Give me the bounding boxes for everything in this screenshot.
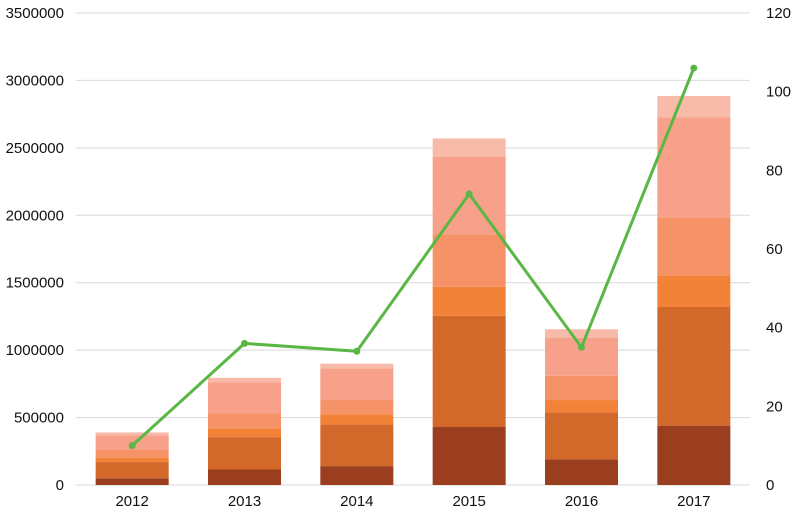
bar-segment-2017-6 xyxy=(657,95,731,118)
right-axis-tick-label: 120 xyxy=(766,5,791,22)
bar-segment-2013-4 xyxy=(207,413,282,429)
grid-lines xyxy=(76,12,750,486)
left-axis-tick-label: 500000 xyxy=(14,410,64,427)
line-point-2015 xyxy=(465,190,473,198)
line-point-2016 xyxy=(578,343,585,351)
bar-segment-2017-3 xyxy=(657,275,731,307)
bar-segment-2017-4 xyxy=(657,217,731,276)
x-axis-tick-label: 2013 xyxy=(228,493,261,510)
left-axis-tick-label: 2500000 xyxy=(6,140,64,157)
right-axis-tick-label: 0 xyxy=(766,477,774,494)
x-axis-tick-label: 2012 xyxy=(115,493,148,510)
right-axis-tick-label: 60 xyxy=(766,241,783,258)
bar-segment-2017-1 xyxy=(657,425,731,485)
bar-segment-2017-5 xyxy=(657,117,731,218)
left-axis-tick-label: 1000000 xyxy=(6,342,64,359)
bar-segment-2012-1 xyxy=(95,478,169,485)
bar-segment-2014-4 xyxy=(320,399,394,415)
left-axis-tick-label: 0 xyxy=(56,477,64,494)
bar-segment-2014-1 xyxy=(320,466,394,485)
bar-segment-2013-6 xyxy=(207,377,282,383)
line-point-2017 xyxy=(690,64,698,72)
left-axis-tick-label: 1500000 xyxy=(6,275,64,292)
right-axis-tick-label: 80 xyxy=(766,162,783,179)
left-axis-tick-label: 3000000 xyxy=(6,72,64,89)
line-point-2012 xyxy=(128,442,136,450)
bar-segment-2016-2 xyxy=(544,412,619,460)
bar-segment-2015-3 xyxy=(432,286,506,316)
x-axis-tick-label: 2016 xyxy=(565,493,598,510)
bar-segment-2014-3 xyxy=(320,414,394,425)
bar-segment-2015-1 xyxy=(432,427,506,485)
right-axis-tick-label: 20 xyxy=(766,398,783,415)
bar-segment-2013-5 xyxy=(207,382,282,414)
bar-segment-2015-6 xyxy=(432,138,506,157)
bar-segment-2013-3 xyxy=(207,428,282,438)
x-axis-tick-label: 2015 xyxy=(452,493,485,510)
bar-stacks xyxy=(95,95,731,485)
bar-segment-2014-2 xyxy=(320,424,394,467)
bar-segment-2012-2 xyxy=(95,462,169,479)
bar-segment-2014-5 xyxy=(320,368,394,400)
bar-segment-2015-2 xyxy=(432,315,506,428)
x-axis-tick-label: 2017 xyxy=(677,493,710,510)
line-path xyxy=(130,66,696,448)
bar-segment-2015-4 xyxy=(432,234,506,287)
left-axis-tick-label: 2000000 xyxy=(6,207,64,224)
bar-segment-2016-6 xyxy=(544,329,619,339)
x-axis-tick-label: 2014 xyxy=(340,493,373,510)
line-series xyxy=(128,64,698,450)
bar-segment-2013-2 xyxy=(207,437,282,470)
right-axis-tick-label: 40 xyxy=(766,320,783,337)
axis-labels: 0 500000 1000000 1500000 2000000 2500000 30000… xyxy=(6,5,791,510)
bar-segment-2016-3 xyxy=(544,400,619,413)
bar-segment-2014-6 xyxy=(320,363,394,369)
bar-segment-2017-2 xyxy=(657,306,731,426)
bar-segment-2012-4 xyxy=(95,449,169,458)
bar-segment-2016-1 xyxy=(544,459,619,485)
bar-segment-2013-1 xyxy=(207,469,282,485)
bar-segment-2012-3 xyxy=(95,457,169,463)
right-axis-tick-label: 100 xyxy=(766,84,791,101)
line-point-2014 xyxy=(353,347,361,355)
left-axis-tick-label: 3500000 xyxy=(6,5,64,22)
bar-segment-2016-4 xyxy=(544,375,619,401)
bar-segment-2012-6 xyxy=(95,432,169,436)
line-point-2013 xyxy=(241,339,248,347)
